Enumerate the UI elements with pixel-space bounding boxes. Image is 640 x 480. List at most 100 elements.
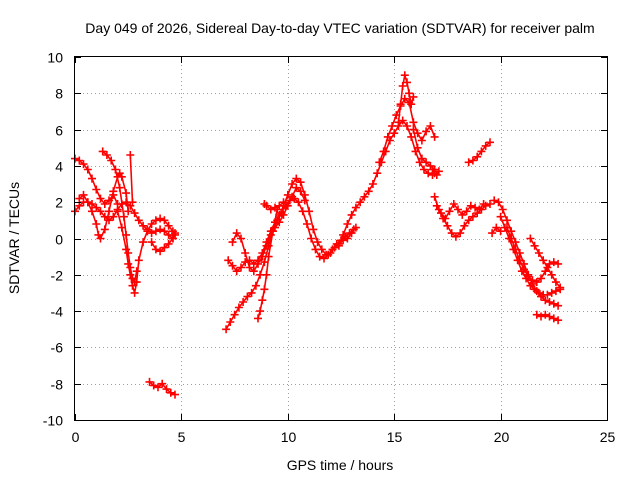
data-point-marker: [75, 201, 84, 210]
y-tick-label: -4: [51, 304, 64, 320]
y-tick-label: 0: [55, 232, 63, 248]
data-point-marker: [164, 221, 173, 230]
data-point-marker: [434, 167, 443, 176]
data-point-marker: [254, 314, 262, 323]
data-point-marker: [551, 287, 560, 296]
data-point-marker: [92, 203, 101, 212]
data-point-marker: [309, 225, 318, 234]
y-tick-label: 10: [47, 50, 63, 66]
data-point-marker: [266, 205, 275, 214]
data-point-marker: [458, 210, 467, 219]
series-track-aa: [532, 310, 563, 325]
y-axis-tick-labels: -10 -8 -6 -4 -2 0 2 4 6 8 10: [43, 50, 63, 429]
data-point-marker: [126, 270, 135, 279]
data-point-marker: [330, 243, 339, 252]
data-point-marker: [317, 245, 326, 254]
data-point-marker: [147, 229, 156, 238]
data-point-marker: [364, 187, 373, 196]
data-point-marker: [426, 122, 435, 130]
data-point-marker: [554, 301, 563, 310]
data-point-marker: [400, 71, 409, 80]
data-point-marker: [143, 227, 152, 236]
x-tick-label: 15: [387, 429, 403, 445]
data-point-marker: [119, 212, 128, 221]
data-point-marker: [96, 194, 105, 203]
data-point-marker: [554, 316, 563, 325]
data-point-marker: [226, 318, 235, 326]
y-axis-label: SDTVAR / TECUs: [6, 182, 22, 294]
data-point-marker: [503, 216, 511, 225]
data-series: [71, 71, 565, 399]
data-point-marker: [241, 249, 250, 257]
data-point-marker: [526, 281, 535, 290]
data-point-marker: [160, 243, 169, 252]
data-point-marker: [530, 241, 539, 250]
plot-frame: [74, 56, 608, 421]
data-point-marker: [543, 290, 552, 299]
data-point-marker: [92, 185, 101, 194]
data-point-marker: [151, 245, 160, 254]
data-point-marker: [547, 270, 556, 279]
data-point-marker: [134, 256, 143, 265]
data-point-marker: [373, 169, 382, 178]
y-tick-label: -8: [51, 377, 64, 393]
data-point-marker: [454, 205, 462, 214]
data-point-marker: [305, 207, 314, 216]
data-point-marker: [534, 288, 543, 297]
data-point-marker: [268, 227, 277, 236]
data-point-marker: [128, 281, 137, 290]
data-point-marker: [400, 94, 409, 103]
data-point-marker: [288, 180, 297, 188]
x-tick-label: 25: [600, 429, 616, 445]
data-point-marker: [294, 198, 303, 207]
data-point-marker: [107, 156, 116, 165]
data-point-marker: [409, 125, 418, 134]
data-point-marker: [139, 221, 148, 230]
data-point-marker: [283, 201, 292, 210]
data-point-marker: [254, 259, 262, 268]
axis-ticks: [75, 57, 608, 421]
data-point-marker: [473, 152, 482, 161]
data-point-marker: [262, 270, 271, 279]
series-track-e: [113, 207, 179, 297]
series-track-v: [488, 223, 505, 238]
data-point-marker: [468, 156, 477, 165]
data-point-marker: [549, 258, 558, 267]
data-point-marker: [460, 221, 469, 230]
data-point-marker: [549, 299, 558, 308]
data-point-marker: [413, 143, 422, 152]
data-point-marker: [383, 132, 392, 141]
series-track-t: [432, 200, 488, 223]
data-point-marker: [498, 205, 507, 214]
data-point-marker: [234, 303, 243, 312]
data-point-marker: [171, 390, 179, 399]
series-track-h: [145, 377, 179, 399]
chart-title: Day 049 of 2026, Sidereal Day-to-day VTE…: [85, 20, 594, 36]
series-trace: [535, 313, 559, 322]
data-point-marker: [262, 201, 271, 210]
series-track-r: [428, 165, 443, 179]
data-point-marker: [356, 198, 365, 207]
data-point-marker: [447, 229, 456, 238]
data-point-marker: [164, 239, 173, 248]
data-point-marker: [403, 78, 411, 87]
data-point-marker: [360, 192, 369, 201]
data-point-marker: [541, 296, 550, 305]
data-point-marker: [256, 307, 265, 316]
data-point-marker: [545, 298, 554, 306]
data-point-marker: [75, 194, 84, 203]
data-point-marker: [539, 256, 548, 265]
data-point-marker: [100, 225, 109, 234]
data-point-marker: [315, 252, 324, 261]
data-point-marker: [92, 220, 101, 228]
data-point-marker: [275, 201, 284, 210]
data-point-marker: [334, 241, 343, 250]
data-point-marker: [347, 210, 356, 219]
data-point-marker: [409, 118, 418, 127]
data-point-marker: [394, 118, 403, 127]
data-point-marker: [271, 203, 279, 212]
data-point-marker: [464, 216, 473, 225]
series-track-k: [228, 183, 309, 276]
data-point-marker: [322, 250, 331, 259]
